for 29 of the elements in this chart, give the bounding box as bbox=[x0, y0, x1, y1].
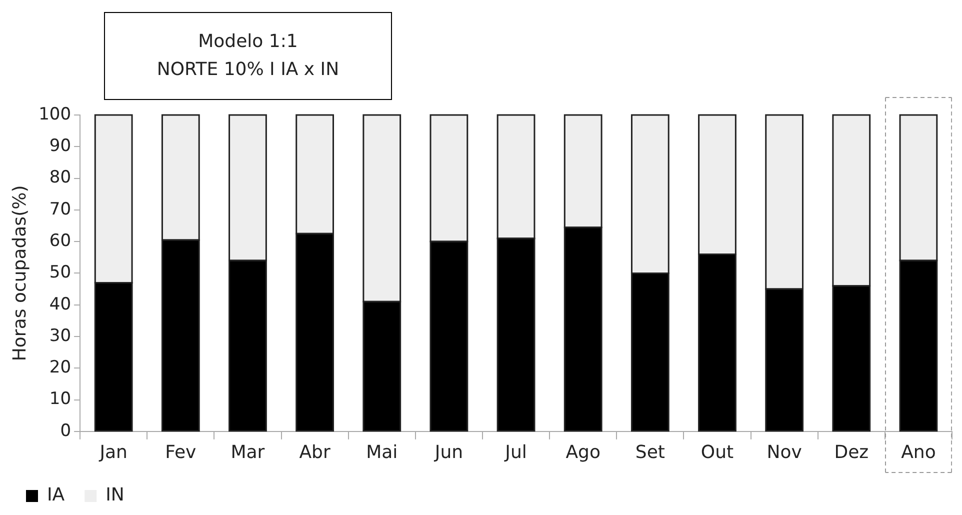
y-tick-label: 60 bbox=[49, 230, 72, 251]
y-tick-label: 30 bbox=[49, 326, 72, 346]
x-tick-label: Ano bbox=[901, 442, 936, 463]
x-tick-label: Nov bbox=[766, 442, 802, 463]
y-tick-label: 70 bbox=[49, 199, 72, 220]
chart-subtitle: NORTE 10% I IA x IN bbox=[156, 58, 340, 82]
y-tick-label: 90 bbox=[49, 136, 72, 156]
x-tick-label: Jun bbox=[434, 442, 464, 463]
x-tick-label: Mar bbox=[230, 442, 266, 463]
chart-title: Modelo 1:1 bbox=[197, 30, 299, 54]
legend-label: IN bbox=[106, 484, 124, 506]
x-tick-label: Out bbox=[700, 442, 734, 463]
legend-label: IA bbox=[47, 484, 66, 506]
y-tick-label: 20 bbox=[49, 358, 72, 378]
x-tick-label: Abr bbox=[299, 442, 331, 463]
x-tick-label: Dez bbox=[834, 442, 869, 463]
x-tick-label: Ago bbox=[566, 442, 600, 463]
y-tick-label: 40 bbox=[49, 294, 72, 314]
y-tick-label: 80 bbox=[49, 168, 72, 188]
y-tick-label: 0 bbox=[60, 420, 72, 441]
y-tick-label: 10 bbox=[49, 389, 72, 410]
x-tick-label: Fev bbox=[165, 442, 197, 463]
x-tick-label: Jul bbox=[504, 442, 527, 463]
x-tick-label: Jan bbox=[98, 442, 128, 463]
x-tick-label: Mai bbox=[366, 442, 398, 463]
y-tick-label: 100 bbox=[38, 104, 72, 124]
y-tick-label: 50 bbox=[49, 262, 72, 283]
y-axis-title: Horas ocupadas(%) bbox=[9, 185, 30, 362]
x-tick-label: Set bbox=[635, 442, 665, 463]
